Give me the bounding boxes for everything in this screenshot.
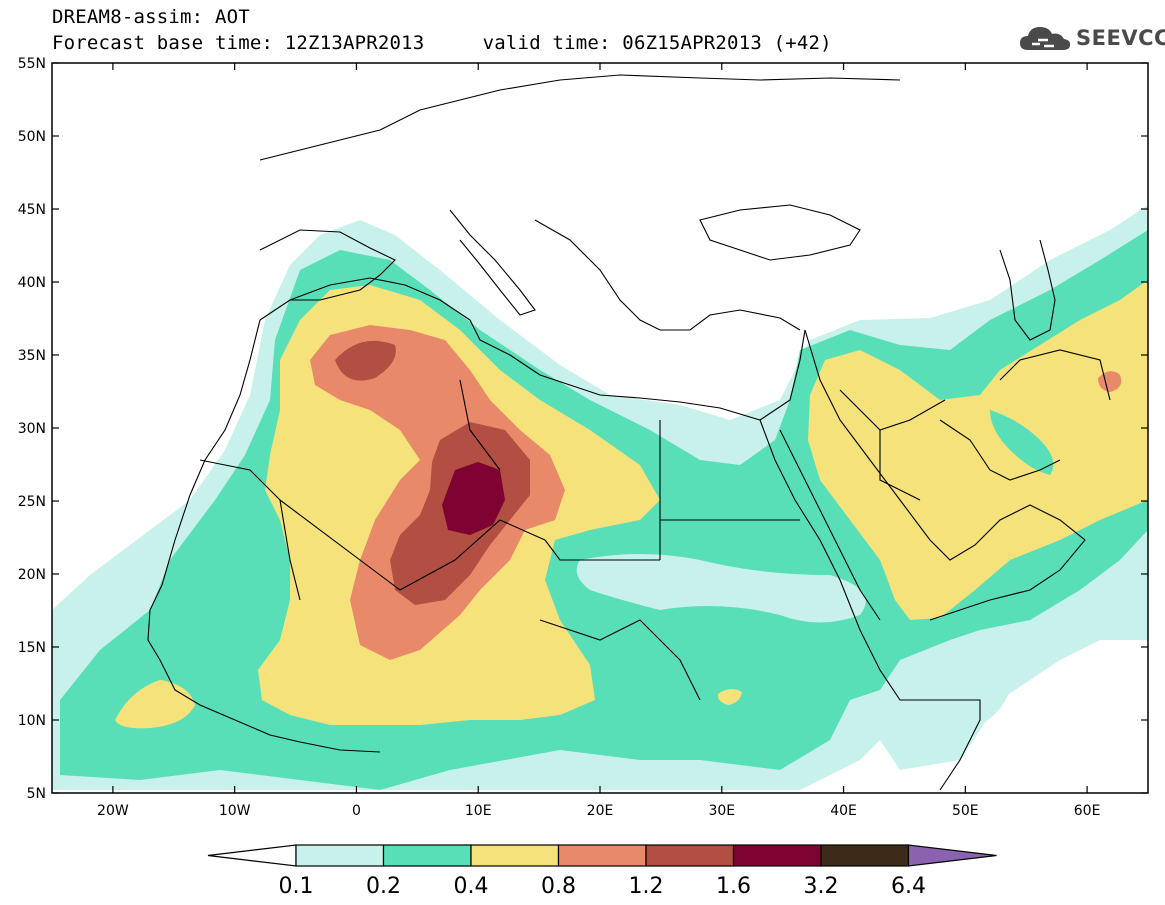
coast-red-sea bbox=[779, 429, 881, 621]
lat-tick-label: 25N bbox=[18, 494, 46, 510]
lon-tick-label: 20E bbox=[587, 803, 614, 819]
brand-name: SEEVCCC bbox=[1076, 26, 1165, 50]
border-1 bbox=[199, 379, 800, 701]
lat-tick-label: 15N bbox=[18, 640, 46, 656]
coast-balkans bbox=[534, 219, 801, 331]
lat-tick-label: 45N bbox=[18, 202, 46, 218]
colorbar-label: 3.2 bbox=[804, 874, 839, 899]
coastlines bbox=[147, 74, 1111, 791]
aot-field bbox=[52, 63, 1148, 793]
contour-0.4-coast bbox=[115, 680, 195, 729]
coast-iberia bbox=[259, 229, 396, 301]
coast-persian-gulf bbox=[939, 419, 1061, 481]
lat-axis: 55N 50N 45N 40N 35N 30N 25N 20N 15N 10N 5N bbox=[18, 56, 1148, 802]
colorbar-label: 1.2 bbox=[629, 874, 664, 899]
lat-tick-label: 40N bbox=[18, 275, 46, 291]
lat-tick-label: 30N bbox=[18, 421, 46, 437]
lat-tick-label: 10N bbox=[18, 713, 46, 729]
lon-axis: 20W 10W 0 10E 20E 30E 40E 50E 60E bbox=[97, 63, 1100, 819]
colorbar-label: 0.1 bbox=[279, 874, 314, 899]
coast-caspian bbox=[999, 239, 1056, 341]
contour-1.2-north bbox=[335, 340, 396, 381]
lon-tick-label: 60E bbox=[1074, 803, 1101, 819]
lon-tick-label: 10W bbox=[219, 803, 251, 819]
brand-logo: SEEVCCC bbox=[1018, 22, 1165, 56]
colorbar-label: 0.2 bbox=[366, 874, 401, 899]
forecast-time-line: Forecast base time: 12Z13APR2013 valid t… bbox=[52, 32, 832, 54]
colorbar-box bbox=[382, 844, 472, 867]
lat-tick-label: 5N bbox=[27, 786, 46, 802]
colorbar-label: 1.6 bbox=[716, 874, 751, 899]
colorbar-box bbox=[732, 844, 822, 867]
map-title: DREAM8-assim: AOT bbox=[52, 6, 250, 28]
lon-tick-label: 20W bbox=[97, 803, 129, 819]
contour-0.4-sudan bbox=[717, 688, 742, 705]
lon-tick-label: 10E bbox=[465, 803, 492, 819]
coast-italy bbox=[449, 209, 536, 316]
border-2 bbox=[839, 349, 1111, 501]
coast-europe bbox=[259, 74, 901, 161]
coast-arabia bbox=[804, 329, 1086, 621]
lon-tick-label: 40E bbox=[830, 803, 857, 819]
colorbar-label: 0.8 bbox=[541, 874, 576, 899]
contour-pocket-2 bbox=[900, 685, 1010, 735]
colorbar-box bbox=[295, 844, 385, 867]
cloud-logo-icon bbox=[1020, 27, 1071, 50]
colorbar-triangle-high bbox=[907, 844, 997, 867]
contour-pocket-1 bbox=[576, 554, 866, 623]
lat-tick-label: 55N bbox=[18, 56, 46, 72]
contour-pocket-gulf bbox=[990, 410, 1054, 475]
colorbar-label: 0.4 bbox=[454, 874, 489, 899]
lon-tick-label: 30E bbox=[708, 803, 735, 819]
colorbar-box bbox=[470, 844, 560, 867]
lon-tick-label: 0 bbox=[352, 803, 361, 819]
colorbar-triangle-low bbox=[207, 844, 297, 867]
colorbar: 0.1 0.2 0.4 0.8 1.2 1.6 3.2 6.4 bbox=[207, 844, 997, 899]
contour-0.4-east bbox=[808, 280, 1148, 620]
colorbar-box bbox=[557, 844, 647, 867]
colorbar-box bbox=[820, 844, 910, 867]
coast-africa-east bbox=[759, 419, 981, 791]
lat-tick-label: 50N bbox=[18, 129, 46, 145]
lon-tick-label: 50E bbox=[952, 803, 979, 819]
contour-1.6 bbox=[442, 462, 505, 535]
lat-tick-label: 35N bbox=[18, 348, 46, 364]
coast-africa-west bbox=[147, 319, 381, 753]
lat-tick-label: 20N bbox=[18, 567, 46, 583]
coast-blacksea bbox=[699, 204, 861, 261]
colorbar-label: 6.4 bbox=[891, 874, 926, 899]
colorbar-box bbox=[645, 844, 735, 867]
